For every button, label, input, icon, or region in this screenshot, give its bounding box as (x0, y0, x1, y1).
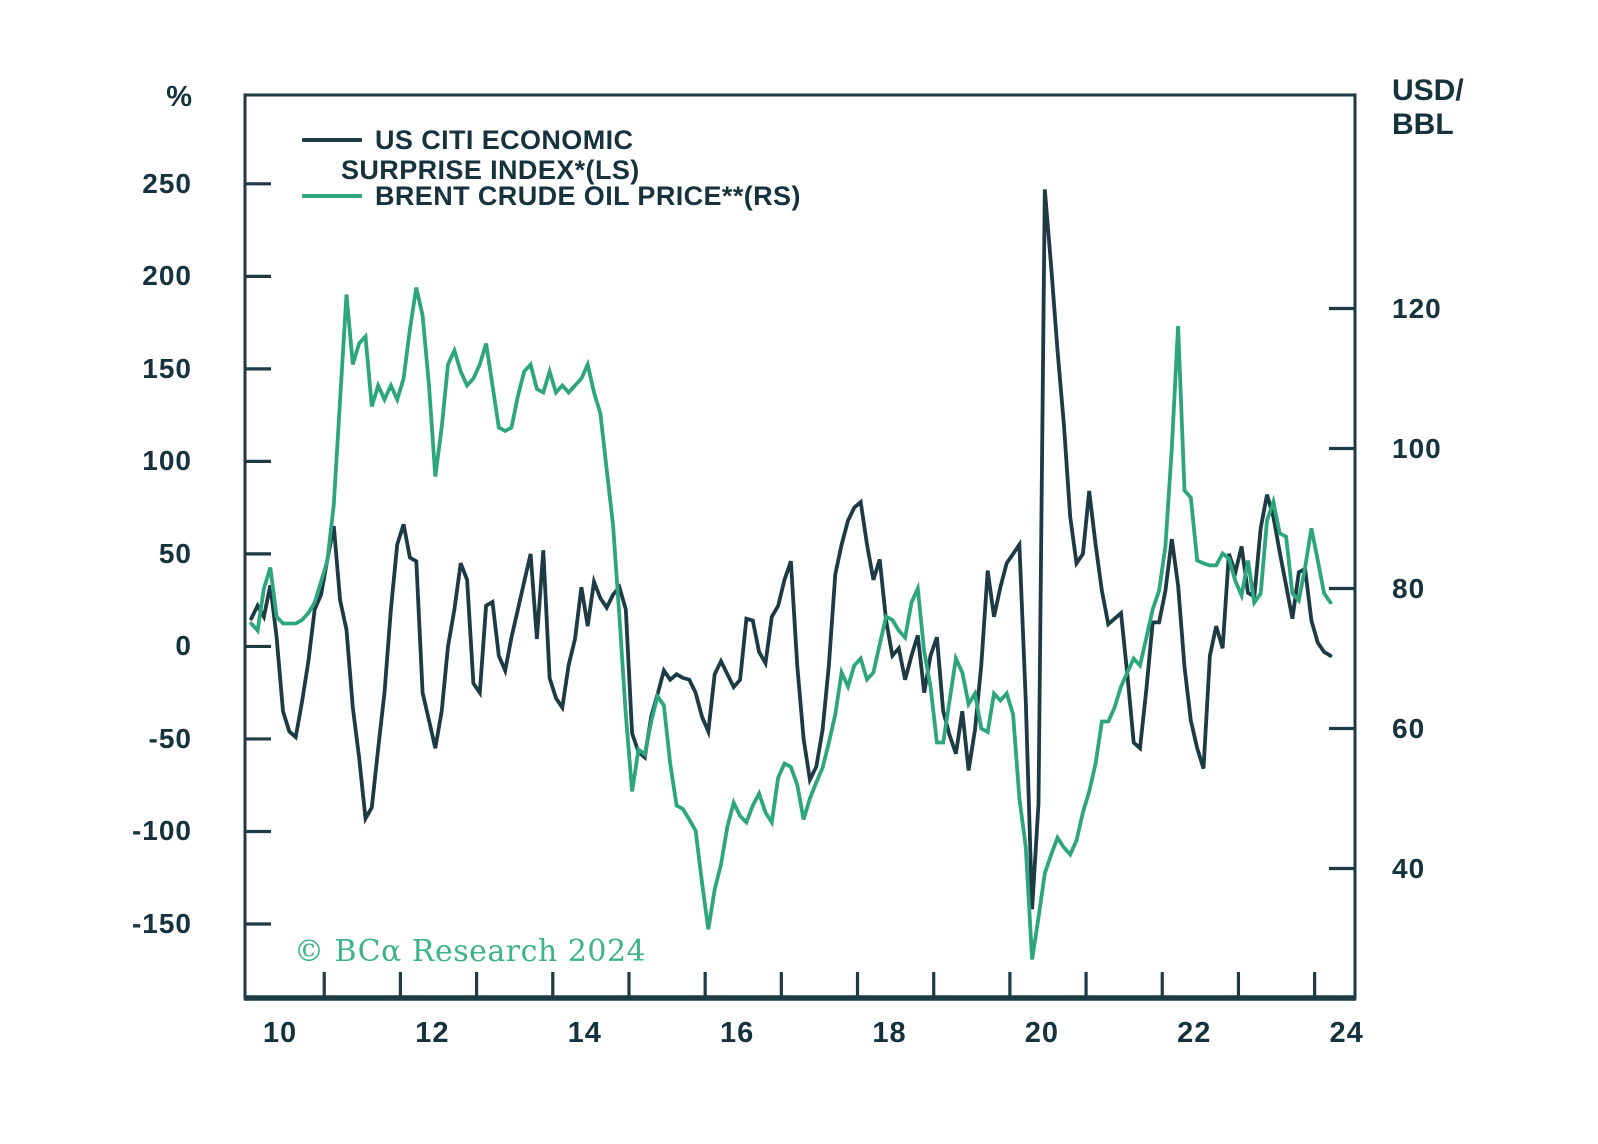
legend-label-brent: BRENT CRUDE OIL PRICE**(RS) (375, 181, 801, 211)
copyright-watermark: © BCα Research 2024 (294, 934, 647, 969)
left-tick-label: -50 (148, 722, 192, 754)
x-tick-label: 24 (1329, 1017, 1364, 1049)
left-tick-label: 150 (142, 352, 192, 384)
right-tick-label: 80 (1392, 572, 1426, 604)
left-tick-label: 250 (142, 167, 192, 199)
series-line-cesi (249, 189, 1333, 910)
right-tick-label: 40 (1392, 852, 1426, 884)
x-tick-label: 10 (262, 1017, 298, 1049)
left-tick-label: -100 (131, 815, 192, 847)
right-axis-unit-label-line2: BBL (1392, 108, 1454, 141)
plot-border (243, 93, 1357, 1000)
left-tick-label: 200 (142, 260, 192, 292)
left-tick-label: 100 (142, 445, 192, 477)
series-line-brent (249, 287, 1333, 960)
x-tick-label: 18 (872, 1017, 907, 1049)
right-axis-unit-label-line1: USD/ (1392, 74, 1464, 107)
legend-label-cesi-line1: US CITI ECONOMIC (375, 125, 634, 155)
x-tick-label: 20 (1024, 1017, 1059, 1049)
x-tick-label: 14 (567, 1017, 602, 1049)
left-tick-label: -150 (131, 907, 192, 939)
x-tick-label: 16 (720, 1017, 755, 1049)
right-tick-label: 100 (1392, 432, 1442, 464)
left-tick-label: 0 (175, 630, 192, 662)
axes (243, 93, 1357, 1001)
x-tick-label: 22 (1177, 1017, 1212, 1049)
legend-swatch-brent (302, 194, 362, 198)
x-tick-label: 12 (415, 1017, 450, 1049)
axis-ticks (245, 182, 1355, 998)
legend-swatch-cesi (302, 138, 362, 142)
right-tick-label: 120 (1392, 292, 1442, 324)
right-tick-label: 60 (1392, 712, 1426, 744)
left-axis-unit-label: % (166, 81, 192, 113)
legend-label-cesi-line2: SURPRISE INDEX*(LS) (341, 155, 640, 185)
series-lines (249, 189, 1333, 960)
left-tick-label: 50 (158, 537, 192, 569)
